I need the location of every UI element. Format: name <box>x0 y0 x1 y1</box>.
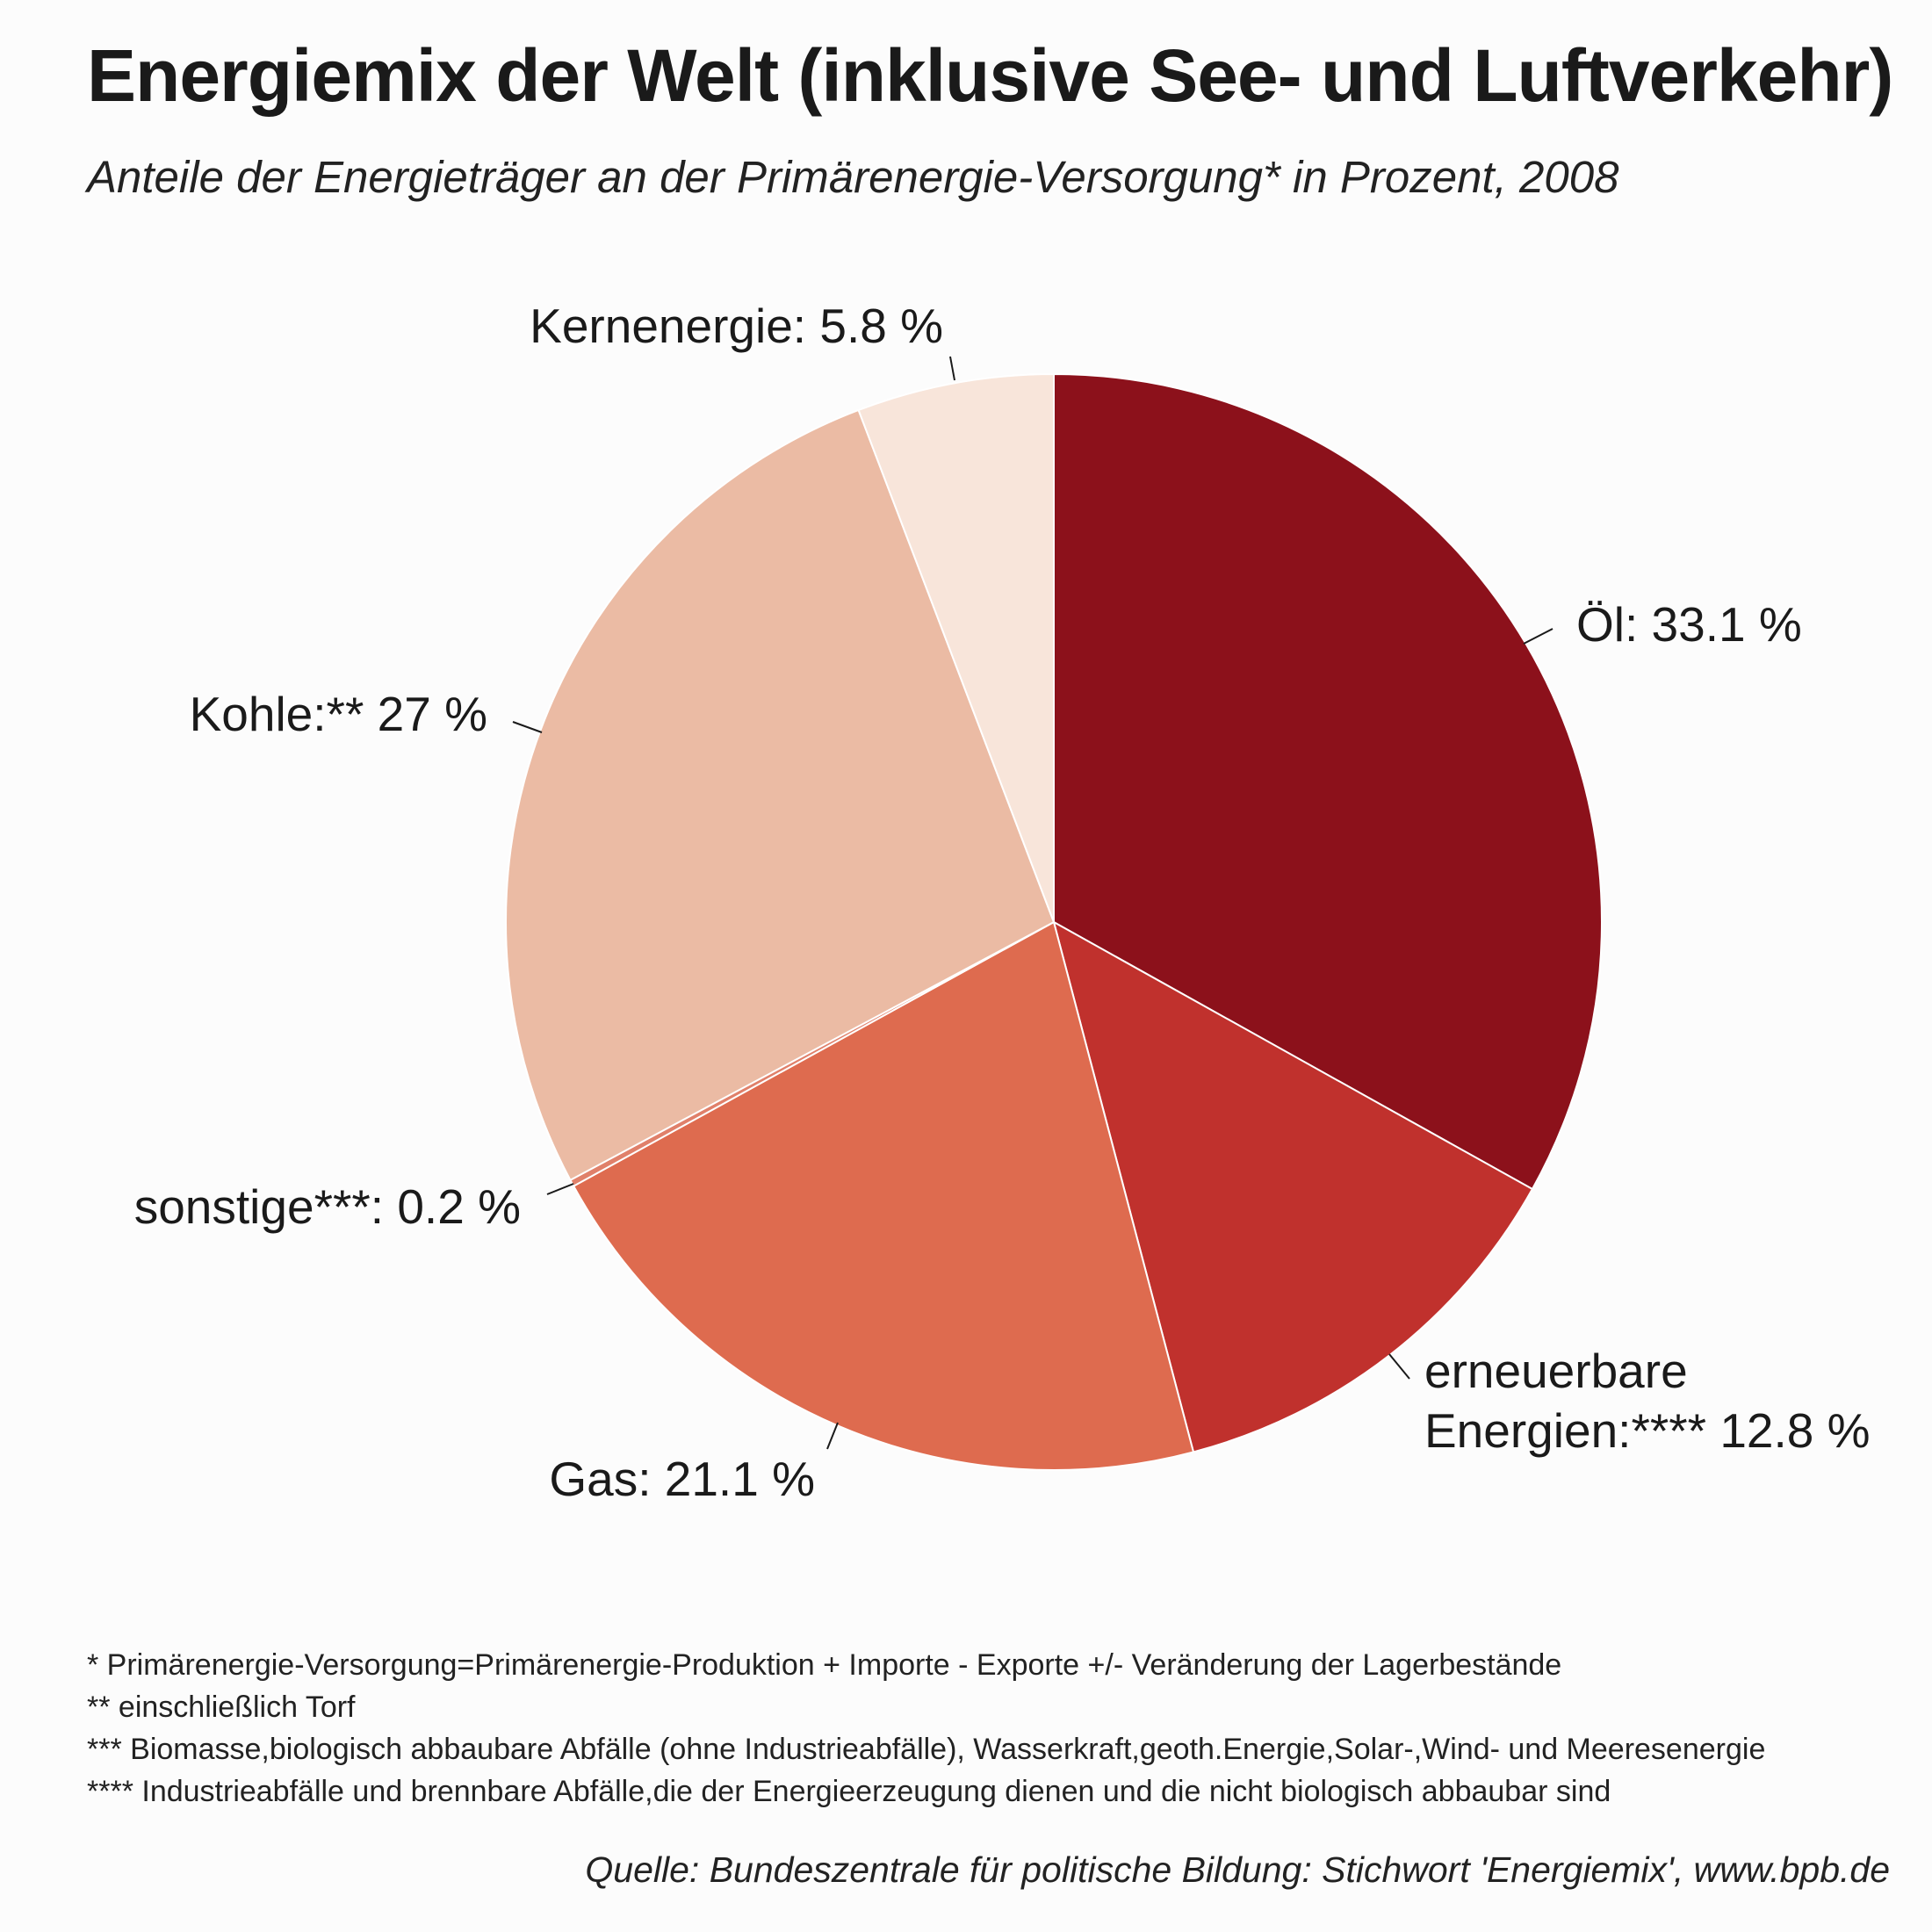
footnote-2: ** einschließlich Torf <box>87 1690 356 1724</box>
leader-line <box>546 1183 574 1195</box>
slice-label: erneuerbare Energien:**** 12.8 % <box>1424 1344 1871 1458</box>
chart-subtitle: Anteile der Energieträger an der Primäre… <box>87 152 1619 202</box>
leader-line <box>1388 1353 1410 1380</box>
footnote-1: * Primärenergie-Versorgung=Primärenergie… <box>87 1648 1562 1682</box>
leader-lines <box>512 356 1554 1450</box>
slice-label: Öl: 33.1 % <box>1576 597 1802 652</box>
leader-line <box>949 356 955 381</box>
source-note: Quelle: Bundeszentrale für politische Bi… <box>585 1849 1890 1890</box>
leader-line <box>1523 628 1554 645</box>
slice-label: Gas: 21.1 % <box>549 1452 815 1506</box>
slice-label: Kohle:** 27 % <box>190 687 487 741</box>
pie-slices <box>505 372 1603 1471</box>
slice-label: Kernenergie: 5.8 % <box>530 299 943 353</box>
slice-label: sonstige***: 0.2 % <box>134 1179 521 1234</box>
pie-slice-öl <box>1053 372 1603 1191</box>
slice-labels: Öl: 33.1 % erneuerbare Energien:**** 12.8 … <box>134 299 1871 1506</box>
pie-slice-kernenergie <box>857 372 1055 923</box>
pie-slice-gas <box>572 920 1195 1471</box>
footnote-4: **** Industrieabfälle und brennbare Abfä… <box>87 1775 1611 1808</box>
leader-line <box>826 1422 839 1450</box>
pie-slice-kohle <box>505 408 1056 1182</box>
leader-line <box>512 721 543 733</box>
footnotes: * Primärenergie-Versorgung=Primärenergie… <box>87 1644 1765 1813</box>
footnote-3: *** Biomasse,biologisch abbaubare Abfäll… <box>87 1733 1766 1766</box>
pie-chart: Öl: 33.1 % erneuerbare Energien:**** 12.8 … <box>134 299 1871 1506</box>
chart-title: Energiemix der Welt (inklusive See- und … <box>87 34 1893 117</box>
